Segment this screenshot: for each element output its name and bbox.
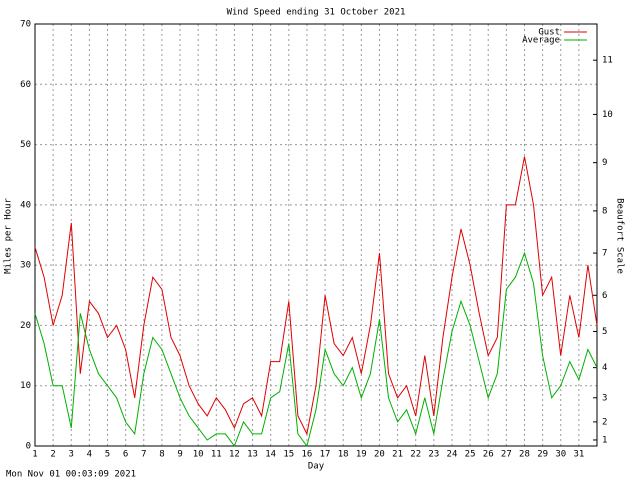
x-tick-label: 24 <box>447 450 458 460</box>
y2-tick-label: 8 <box>602 206 607 216</box>
y-axis-label: Miles per Hour <box>4 197 14 273</box>
y2-axis-label: Beaufort Scale <box>615 198 625 274</box>
y2-tick-label: 2 <box>602 417 607 427</box>
series-line <box>34 156 598 436</box>
y2-tick-label: 11 <box>602 56 613 66</box>
y2-tick-label: 9 <box>602 158 607 168</box>
y-tick-label: 20 <box>20 321 31 331</box>
x-tick-label: 1 <box>32 450 37 460</box>
y2-tick-label: 6 <box>602 291 607 301</box>
x-tick-label: 5 <box>105 450 110 460</box>
y2-tick-label: 5 <box>602 327 607 337</box>
x-tick-label: 16 <box>302 450 313 460</box>
x-tick-label: 27 <box>501 450 512 460</box>
x-tick-label: 9 <box>177 450 182 460</box>
x-tick-label: 4 <box>87 450 92 460</box>
x-tick-label: 8 <box>159 450 164 460</box>
y2-tick-label: 10 <box>602 110 613 120</box>
y-tick-label: 60 <box>20 80 31 90</box>
legend-label: Average <box>522 36 560 46</box>
y-tick-label: 50 <box>20 140 31 150</box>
y-tick-label: 0 <box>26 442 31 452</box>
x-tick-label: 10 <box>193 450 204 460</box>
y-tick-label: 10 <box>20 381 31 391</box>
x-tick-label: 25 <box>465 450 476 460</box>
x-tick-label: 15 <box>283 450 294 460</box>
y2-tick-label: 7 <box>602 249 607 259</box>
y2-tick-label: 1 <box>602 435 607 445</box>
chart-title: Wind Speed ending 31 October 2021 <box>227 8 406 18</box>
x-tick-label: 21 <box>392 450 403 460</box>
x-tick-label: 18 <box>338 450 349 460</box>
x-tick-label: 12 <box>229 450 240 460</box>
plot-border <box>34 23 598 447</box>
x-tick-label: 26 <box>483 450 494 460</box>
x-tick-label: 28 <box>519 450 530 460</box>
x-tick-label: 6 <box>123 450 128 460</box>
legend-label: Gust <box>538 28 560 38</box>
x-tick-label: 7 <box>141 450 146 460</box>
x-tick-label: 13 <box>247 450 258 460</box>
x-tick-label: 30 <box>555 450 566 460</box>
y-tick-label: 40 <box>20 200 31 210</box>
x-tick-label: 31 <box>573 450 584 460</box>
x-tick-label: 29 <box>537 450 548 460</box>
x-tick-label: 19 <box>356 450 367 460</box>
x-tick-label: 20 <box>374 450 385 460</box>
x-tick-label: 11 <box>211 450 222 460</box>
x-tick-label: 14 <box>265 450 276 460</box>
x-axis-label: Day <box>308 462 325 472</box>
y2-tick-label: 4 <box>602 363 607 373</box>
y-tick-label: 30 <box>20 261 31 271</box>
footer: Mon Nov 01 00:03:09 2021 <box>6 470 136 480</box>
y-tick-label: 70 <box>20 20 31 30</box>
x-tick-label: 2 <box>50 450 55 460</box>
x-tick-label: 23 <box>428 450 439 460</box>
x-tick-label: 22 <box>410 450 421 460</box>
y2-tick-label: 3 <box>602 393 607 403</box>
x-tick-label: 3 <box>69 450 74 460</box>
series-line <box>34 251 598 448</box>
x-tick-label: 17 <box>320 450 331 460</box>
